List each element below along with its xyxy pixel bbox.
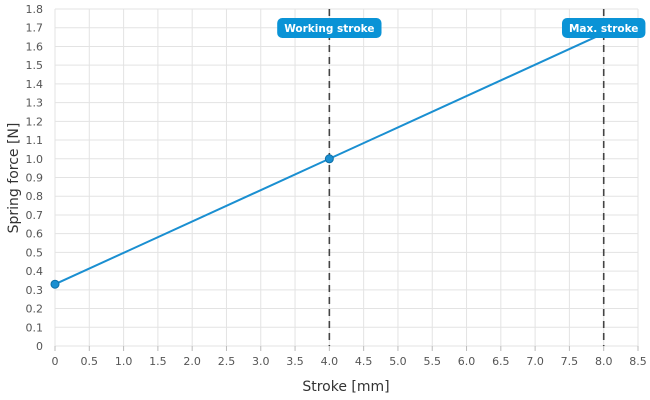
data-point: [50, 279, 60, 289]
stroke-markers: [328, 9, 605, 346]
x-tick-label: 3.0: [252, 355, 270, 368]
x-tick-label: 7.0: [526, 355, 544, 368]
x-tick-label: 2.0: [183, 355, 201, 368]
stroke-marker-label: Max. stroke: [569, 23, 638, 35]
x-tick-label: 4.0: [321, 355, 339, 368]
y-tick-label: 1.3: [26, 97, 44, 110]
y-tick-label: 1.4: [26, 78, 44, 91]
y-tick-label: 0: [36, 340, 43, 353]
x-tick-label: 0: [52, 355, 59, 368]
x-tick-label: 6.0: [458, 355, 476, 368]
y-tick-label: 0.1: [26, 321, 44, 334]
stroke-marker-badge: Working stroke: [277, 18, 382, 38]
x-tick-label: 1.0: [115, 355, 133, 368]
x-tick-label: 5.5: [423, 355, 441, 368]
y-tick-label: 0.9: [26, 172, 44, 185]
x-tick-label: 3.5: [286, 355, 304, 368]
y-tick-label: 1.1: [26, 134, 44, 147]
data-point: [324, 154, 334, 164]
y-tick-label: 1.6: [26, 40, 44, 53]
y-tick-label: 0.7: [26, 209, 44, 222]
y-tick-label: 1.2: [26, 115, 44, 128]
y-tick-label: 0.8: [26, 190, 44, 203]
stroke-marker-badge: Max. stroke: [561, 18, 646, 38]
y-tick-label: 1.7: [26, 22, 44, 35]
x-tick-label: 0.5: [81, 355, 99, 368]
grid: [54, 8, 639, 347]
y-axis-ticks: 0 0.1 0.2 0.3 0.4 0.5 0.6 0.7 0.8 0.9 1.0 1.1 1.2 1.3…: [26, 3, 44, 353]
x-tick-label: 8.5: [629, 355, 647, 368]
y-tick-label: 1.5: [26, 59, 44, 72]
stroke-marker-badge-bg: [561, 18, 646, 38]
x-tick-label: 2.5: [218, 355, 236, 368]
stroke-marker-badge-bg: [277, 18, 382, 38]
x-tick-label: 5.0: [389, 355, 407, 368]
x-axis-ticks: 0 0.5 1.0 1.5 2.0 2.5 3.0 3.5 4.0 4.5 5.0 5.5 6.0 6.5…: [52, 346, 647, 368]
x-axis-title: Stroke [mm]: [302, 379, 389, 395]
y-tick-label: 1.8: [26, 3, 44, 16]
stroke-marker-label: Working stroke: [284, 23, 374, 35]
x-tick-label: 8.0: [595, 355, 613, 368]
y-tick-label: 1.0: [26, 153, 44, 166]
stroke-marker-labels: Working stroke Max. stroke: [277, 18, 646, 38]
y-tick-label: 0.6: [26, 228, 44, 241]
y-tick-label: 0.5: [26, 246, 44, 259]
data-points: [50, 154, 334, 289]
x-tick-label: 6.5: [492, 355, 510, 368]
y-axis-title: Spring force [N]: [6, 123, 22, 234]
y-tick-label: 0.4: [26, 265, 44, 278]
x-tick-label: 7.5: [561, 355, 579, 368]
x-tick-label: 4.5: [355, 355, 373, 368]
x-tick-label: 1.5: [149, 355, 167, 368]
y-tick-label: 0.2: [26, 303, 44, 316]
y-tick-label: 0.3: [26, 284, 44, 297]
